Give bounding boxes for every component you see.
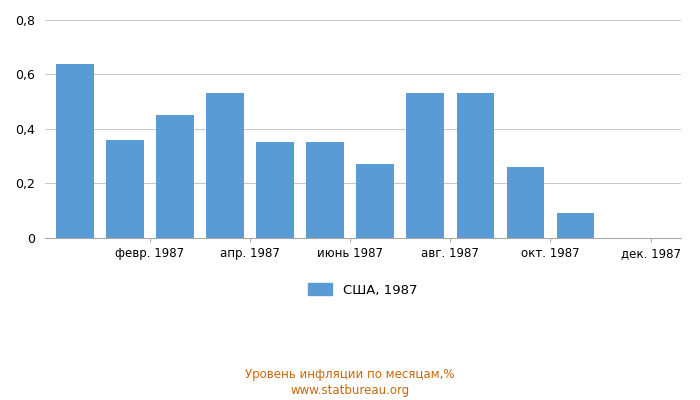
Bar (356, 164, 394, 238)
Bar (56, 64, 94, 238)
Bar (156, 115, 194, 238)
Bar (456, 94, 494, 238)
Text: Уровень инфляции по месяцам,%: Уровень инфляции по месяцам,% (245, 368, 455, 381)
Text: www.statbureau.org: www.statbureau.org (290, 384, 410, 397)
Legend: США, 1987: США, 1987 (308, 283, 417, 297)
Bar (407, 94, 444, 238)
Bar (206, 94, 244, 238)
Bar (106, 140, 144, 238)
Bar (556, 213, 594, 238)
Bar (307, 142, 344, 238)
Bar (256, 142, 294, 238)
Bar (507, 167, 544, 238)
